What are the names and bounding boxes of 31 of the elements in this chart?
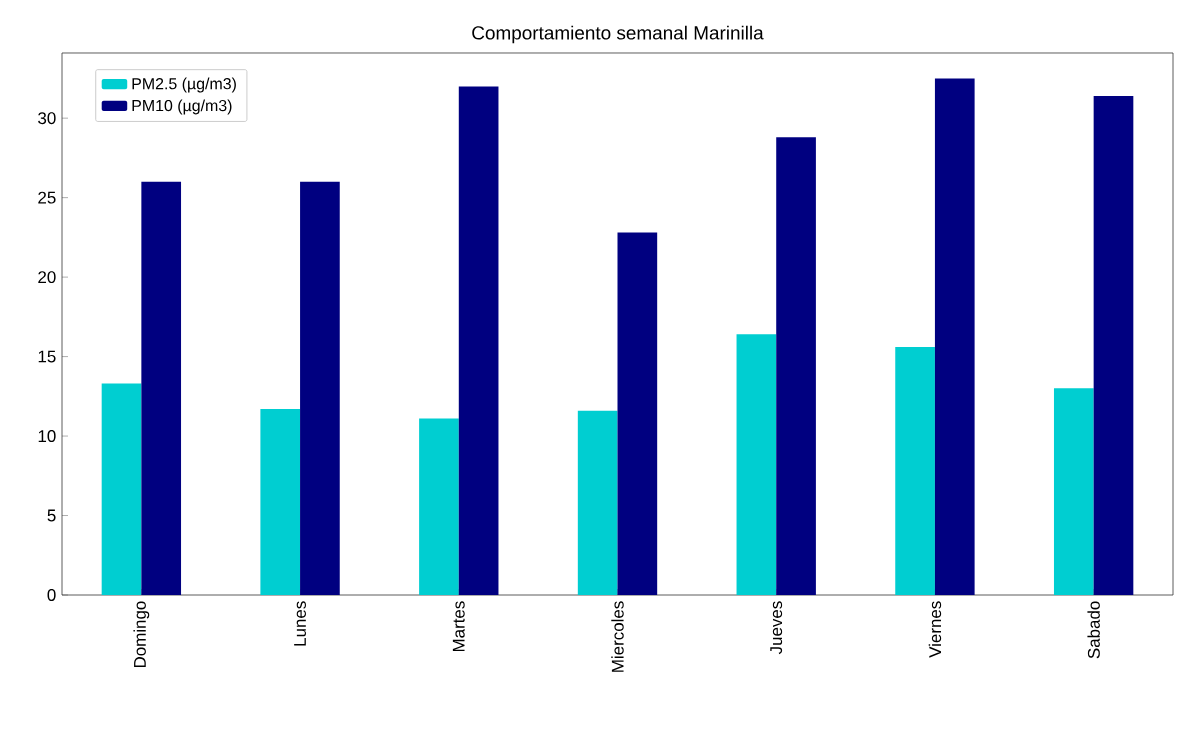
bar <box>577 410 618 595</box>
x-tick-label: Martes <box>452 601 465 652</box>
x-tick-label: Viernes <box>928 601 942 658</box>
y-tick-label: 15 <box>38 350 56 363</box>
y-tick-label: 10 <box>38 430 56 443</box>
y-tick-label: 30 <box>38 112 56 125</box>
chart-title: Comportamiento semanal Marinilla <box>472 25 764 44</box>
bar <box>895 347 935 595</box>
bar <box>300 181 340 595</box>
bar <box>1053 388 1094 595</box>
bar <box>617 232 658 595</box>
y-tick-label: 0 <box>47 589 56 601</box>
x-tick-label: Domingo <box>133 601 150 668</box>
y-tick-label: 20 <box>38 271 56 284</box>
y-tick-label: 5 <box>47 509 56 522</box>
x-tick-label: Miercoles <box>611 601 624 672</box>
bar <box>141 181 182 595</box>
bar <box>260 409 301 595</box>
x-tick-label: Sabado <box>1087 601 1100 659</box>
bar <box>1093 95 1134 595</box>
y-tick-label: 25 <box>38 191 56 204</box>
bar <box>419 418 459 595</box>
bar <box>934 78 975 595</box>
bar <box>458 86 499 595</box>
legend-label: PM2.5 (µg/m3) <box>132 77 236 93</box>
bar <box>736 334 777 595</box>
x-tick-label: Lunes <box>294 601 306 646</box>
bar <box>101 383 142 595</box>
legend-label: PM10 (µg/m3) <box>132 99 232 115</box>
bar <box>776 137 816 595</box>
x-tick-label: Jueves <box>770 601 783 655</box>
